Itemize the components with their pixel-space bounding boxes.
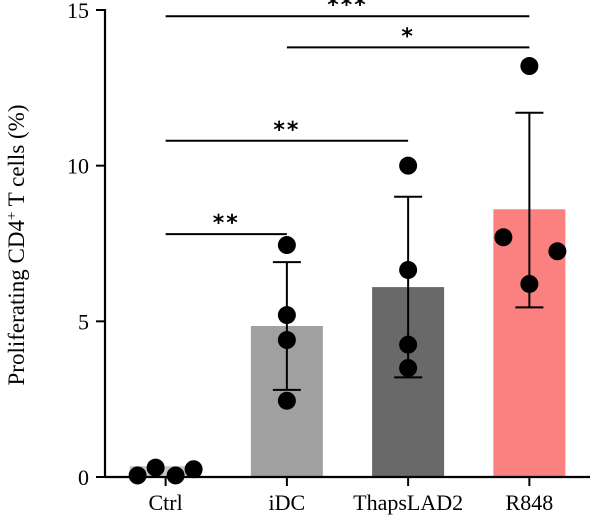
point-1-0 bbox=[277, 236, 296, 255]
axes-group: 0 5 10 15 Ctrl iDC ThapsLAD2 R848 bbox=[67, 0, 590, 515]
point-1-1 bbox=[277, 306, 296, 325]
point-0-2 bbox=[166, 466, 185, 485]
x-tick-label-1: iDC bbox=[269, 490, 306, 515]
point-0-3 bbox=[184, 460, 203, 479]
y-tick-label-1: 5 bbox=[78, 309, 89, 334]
x-tick-label-0: Ctrl bbox=[149, 490, 183, 515]
significance-label-2: * bbox=[401, 24, 415, 49]
point-2-3 bbox=[399, 359, 418, 378]
significance-group: ******** bbox=[165, 0, 530, 236]
point-1-2 bbox=[277, 331, 296, 350]
y-tick-label-0: 0 bbox=[78, 465, 89, 490]
y-axis-label: Proliferating CD4+ T cells (%) bbox=[4, 104, 29, 385]
y-axis-label-suffix: T cells (%) bbox=[4, 104, 29, 211]
x-tick-label-3: R848 bbox=[506, 490, 554, 515]
significance-label-0: ** bbox=[213, 211, 240, 236]
point-3-3 bbox=[520, 274, 539, 293]
point-2-0 bbox=[399, 156, 418, 175]
point-2-1 bbox=[399, 260, 418, 279]
y-axis-label-sup: + bbox=[4, 212, 20, 220]
x-tick-label-2: ThapsLAD2 bbox=[353, 490, 463, 515]
bars-group bbox=[129, 209, 566, 477]
significance-label-1: ** bbox=[273, 118, 300, 143]
point-3-1 bbox=[494, 228, 513, 247]
point-3-2 bbox=[548, 242, 567, 261]
point-0-1 bbox=[146, 458, 165, 477]
y-tick-label-3: 15 bbox=[67, 0, 89, 23]
point-0-0 bbox=[128, 466, 147, 485]
points-group bbox=[128, 57, 567, 485]
bar-0 bbox=[129, 466, 202, 477]
point-2-2 bbox=[399, 335, 418, 354]
significance-label-3: *** bbox=[327, 0, 368, 18]
y-tick-label-2: 10 bbox=[67, 154, 89, 179]
point-1-3 bbox=[277, 391, 296, 410]
point-3-0 bbox=[520, 57, 539, 76]
y-axis-label-prefix: Proliferating CD4 bbox=[4, 220, 29, 386]
